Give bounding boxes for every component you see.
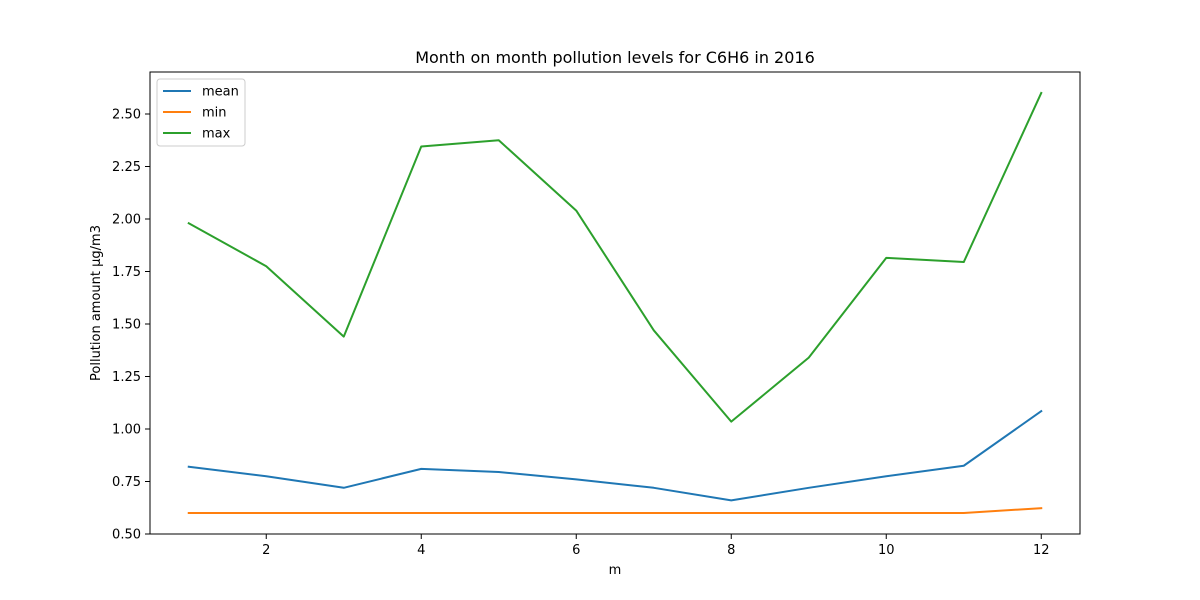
y-tick-label: 1.25 — [112, 370, 141, 385]
legend-label-min: min — [202, 106, 227, 121]
legend-label-mean: mean — [202, 85, 239, 100]
series-layer — [187, 91, 1043, 514]
series-line-mean — [187, 409, 1043, 502]
x-tick-label: 6 — [572, 543, 580, 558]
y-tick-label: 2.00 — [112, 213, 141, 228]
x-tick-label: 8 — [727, 543, 735, 558]
x-tick-label: 10 — [878, 543, 895, 558]
series-line-min — [187, 507, 1043, 514]
legend-label-max: max — [202, 127, 231, 142]
legend: mean min max — [156, 78, 246, 147]
chart-title: Month on month pollution levels for C6H6… — [415, 48, 815, 67]
series-line-max — [187, 91, 1043, 423]
y-tick-label: 1.50 — [112, 318, 141, 333]
legend-box — [156, 78, 246, 147]
y-tick-label: 1.75 — [112, 265, 141, 280]
y-tick-label: 0.50 — [112, 528, 141, 543]
x-tick-label: 12 — [1033, 543, 1050, 558]
plot-frame — [149, 71, 1081, 535]
x-axis-label: m — [609, 563, 622, 578]
y-tick-label: 0.75 — [112, 475, 141, 490]
y-tick-label: 2.25 — [112, 160, 141, 175]
y-tick-label: 2.50 — [112, 108, 141, 123]
y-tick-label: 1.00 — [112, 423, 141, 438]
plot-area — [150, 72, 1080, 534]
x-tick-label: 4 — [417, 543, 425, 558]
legend-items: mean min max — [163, 85, 239, 142]
x-tick-label: 2 — [262, 543, 270, 558]
y-axis-label: Pollution amount µg/m3 — [89, 225, 104, 381]
y-axis-ticks: 0.50 0.75 1.00 1.25 1.50 1.75 2.00 2.25 2.50 — [112, 108, 150, 543]
x-axis-ticks: 2 4 6 8 10 12 — [262, 534, 1050, 558]
